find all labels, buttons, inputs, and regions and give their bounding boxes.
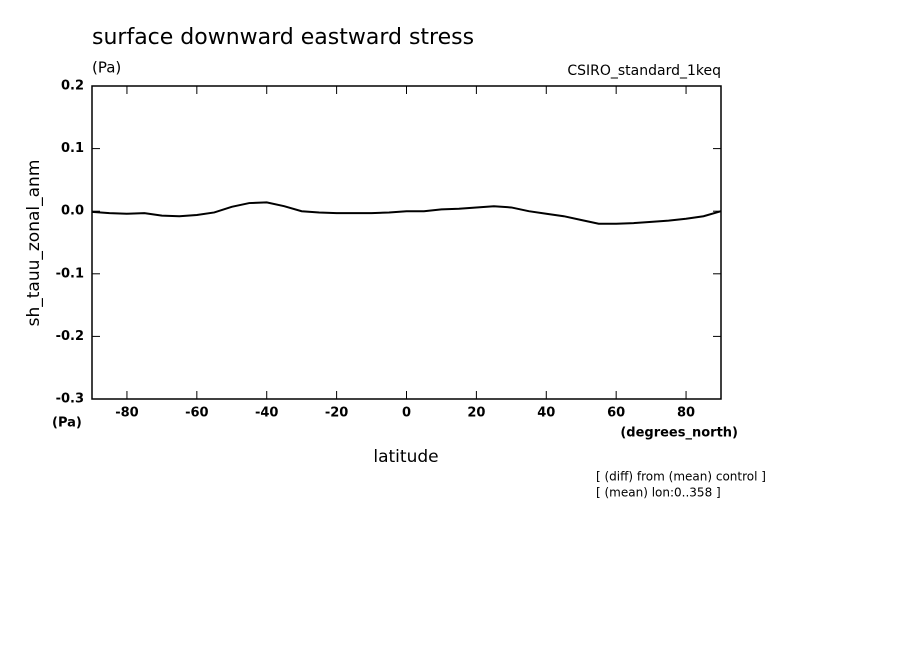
x-tick-label: 60 (607, 406, 625, 421)
y-tick-label: -0.2 (56, 329, 84, 344)
y-tick-label: 0.1 (61, 141, 84, 156)
x-tick-label: -80 (115, 406, 139, 421)
y-tick-label: -0.3 (56, 392, 84, 407)
chart-title: surface downward eastward stress (92, 25, 474, 50)
annotation: [ (mean) lon:0..358 ] (596, 486, 721, 500)
y-tick-label: 0.0 (61, 204, 84, 219)
x-tick-label: 20 (467, 406, 485, 421)
x-axis-label: latitude (373, 447, 438, 467)
y-axis-label: sh_tauu_zonal_anm (24, 160, 44, 327)
x-tick-label: -40 (255, 406, 279, 421)
plot-frame (91, 85, 722, 400)
y-units: (Pa) (52, 416, 82, 431)
annotation: [ (diff) from (mean) control ] (596, 470, 766, 484)
x-tick-label: 80 (677, 406, 695, 421)
x-tick-label: -60 (185, 406, 209, 421)
y-tick-label: 0.2 (61, 79, 84, 94)
dataset-label: CSIRO_standard_1keq (567, 63, 721, 79)
x-tick-label: -20 (325, 406, 349, 421)
x-units: (degrees_north) (620, 426, 738, 441)
data-line (91, 201, 722, 225)
y-tick-label: -0.1 (56, 266, 84, 281)
x-tick-label: 0 (402, 406, 411, 421)
subtitle: (Pa) (92, 59, 121, 77)
x-tick-label: 40 (537, 406, 555, 421)
